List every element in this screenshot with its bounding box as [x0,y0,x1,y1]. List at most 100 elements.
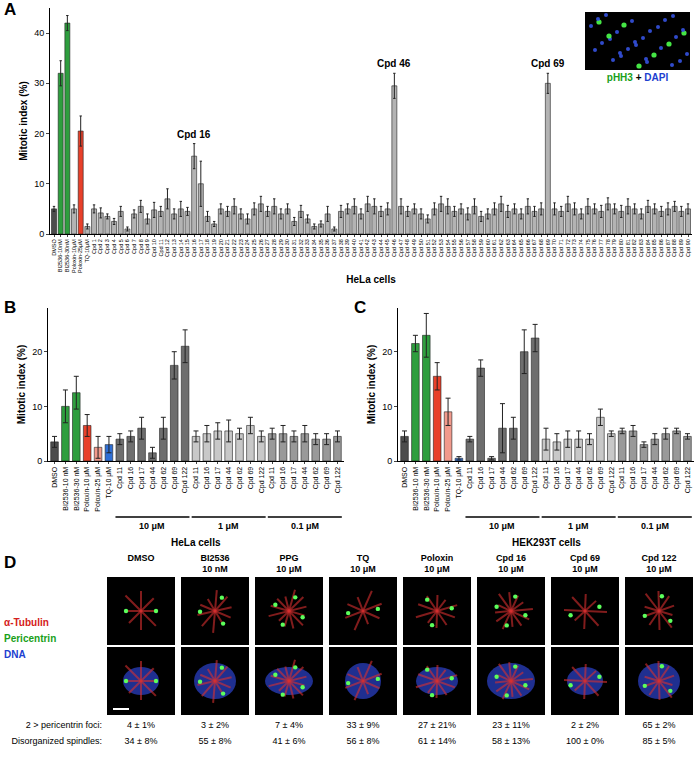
svg-text:BI2536-10 nM: BI2536-10 nM [412,467,419,511]
svg-text:Cpd 11: Cpd 11 [542,467,550,489]
svg-text:Cpd 16: Cpd 16 [629,467,637,490]
svg-text:Cpd 23: Cpd 23 [238,239,244,257]
svg-text:Cpd 50: Cpd 50 [418,239,424,257]
svg-text:Cpd 35: Cpd 35 [318,239,324,257]
svg-text:Cpd 17: Cpd 17 [564,467,572,490]
svg-text:Cpd 89: Cpd 89 [678,239,684,257]
svg-text:Cpd 11: Cpd 11 [618,467,626,489]
svg-text:Cpd 16: Cpd 16 [203,467,211,490]
svg-text:Cpd 66: Cpd 66 [525,239,531,257]
svg-text:Cpd 64: Cpd 64 [511,239,517,257]
svg-text:DMSO: DMSO [51,238,57,255]
svg-text:Mitotic index (%): Mitotic index (%) [16,345,27,424]
svg-text:Cpd 13: Cpd 13 [171,239,177,257]
svg-text:Cpd 24: Cpd 24 [244,239,250,257]
svg-text:Cpd 49: Cpd 49 [411,239,417,257]
svg-text:Cpd 46: Cpd 46 [377,58,411,69]
svg-text:Cpd 21: Cpd 21 [224,239,230,257]
svg-text:Cpd 122: Cpd 122 [258,467,266,494]
svg-text:Cpd 87: Cpd 87 [665,239,671,257]
svg-text:Cpd 69: Cpd 69 [323,467,331,490]
svg-text:Cpd 62: Cpd 62 [510,467,518,490]
svg-text:Cpd 62: Cpd 62 [498,239,504,257]
svg-text:Cpd 122: Cpd 122 [608,467,616,494]
svg-text:Cpd 69: Cpd 69 [531,58,565,69]
svg-text:Cpd 17: Cpd 17 [640,467,648,490]
svg-text:Cpd 17: Cpd 17 [488,467,496,490]
svg-text:Cpd 81: Cpd 81 [625,239,631,257]
svg-text:Cpd 44: Cpd 44 [378,239,384,257]
svg-text:Cpd 16: Cpd 16 [279,467,287,490]
svg-text:Cpd 25: Cpd 25 [251,239,257,257]
svg-text:Cpd 69: Cpd 69 [247,467,255,490]
svg-text:Cpd 15: Cpd 15 [184,239,190,257]
svg-text:Cpd 17: Cpd 17 [214,467,222,490]
svg-text:10: 10 [34,179,44,189]
svg-text:Cpd 55: Cpd 55 [451,239,457,257]
svg-text:Cpd 65: Cpd 65 [518,239,524,257]
svg-text:Cpd 57: Cpd 57 [465,239,471,257]
svg-text:20: 20 [382,347,392,357]
svg-text:Cpd 27: Cpd 27 [264,239,270,257]
svg-text:0: 0 [39,229,44,239]
svg-text:Cpd 16: Cpd 16 [127,467,135,490]
svg-text:Cpd 47: Cpd 47 [398,239,404,257]
svg-text:TQ-10 μM: TQ-10 μM [455,467,463,499]
svg-text:Cpd 28: Cpd 28 [271,239,277,257]
svg-text:Cpd 32: Cpd 32 [298,239,304,257]
svg-text:Cpd 74: Cpd 74 [578,239,584,257]
svg-text:Poloxin-10 μM: Poloxin-10 μM [433,467,441,512]
svg-text:Cpd 52: Cpd 52 [431,239,437,257]
svg-text:10 μM: 10 μM [489,521,515,531]
svg-text:Cpd 70: Cpd 70 [551,239,557,257]
svg-text:HEK293T cells: HEK293T cells [512,537,581,548]
svg-text:Cpd 63: Cpd 63 [505,239,511,257]
svg-text:Cpd 84: Cpd 84 [645,239,651,257]
svg-text:30: 30 [34,78,44,88]
svg-text:Cpd 10: Cpd 10 [151,239,157,257]
svg-text:Cpd 51: Cpd 51 [425,239,431,257]
svg-text:0: 0 [37,456,42,466]
svg-text:Cpd 17: Cpd 17 [138,467,146,490]
svg-text:Cpd 59: Cpd 59 [478,239,484,257]
svg-text:Cpd 42: Cpd 42 [364,239,370,257]
svg-text:Mitotic index (%): Mitotic index (%) [18,81,29,160]
svg-text:Cpd 62: Cpd 62 [160,467,168,490]
svg-text:1 μM: 1 μM [218,521,239,531]
svg-text:TQ-10 μM: TQ-10 μM [105,467,113,499]
svg-text:Cpd 86: Cpd 86 [658,239,664,257]
svg-text:Cpd 30: Cpd 30 [284,239,290,257]
svg-text:Cpd 69: Cpd 69 [597,467,605,490]
svg-text:Cpd 2: Cpd 2 [98,239,104,254]
svg-text:0: 0 [387,456,392,466]
svg-text:Cpd 37: Cpd 37 [331,239,337,257]
svg-text:Cpd 83: Cpd 83 [638,239,644,257]
svg-text:Cpd 29: Cpd 29 [278,239,284,257]
svg-text:Cpd 38: Cpd 38 [338,239,344,257]
svg-text:Cpd 78: Cpd 78 [605,239,611,257]
svg-text:Cpd 33: Cpd 33 [304,239,310,257]
svg-text:Cpd 54: Cpd 54 [445,239,451,257]
svg-text:Cpd 11: Cpd 11 [466,467,474,489]
svg-text:Cpd 41: Cpd 41 [358,239,364,257]
svg-text:Cpd 69: Cpd 69 [521,467,529,490]
svg-text:BI2536-10 nM: BI2536-10 nM [62,467,69,511]
svg-text:Cpd 60: Cpd 60 [485,239,491,257]
svg-text:Cpd 11: Cpd 11 [192,467,200,489]
svg-text:Cpd 79: Cpd 79 [611,239,617,257]
svg-text:Cpd 7: Cpd 7 [131,239,137,254]
svg-text:HeLa cells: HeLa cells [346,274,396,285]
svg-text:Cpd 40: Cpd 40 [351,239,357,257]
svg-text:0.1 μM: 0.1 μM [291,521,319,531]
svg-text:Poloxin-25 μM: Poloxin-25 μM [444,467,452,512]
svg-text:Cpd 43: Cpd 43 [371,239,377,257]
svg-text:20: 20 [32,347,42,357]
svg-text:Cpd 69: Cpd 69 [673,467,681,490]
svg-text:Cpd 18: Cpd 18 [204,239,210,257]
svg-text:Poloxin-10μM: Poloxin-10μM [71,239,77,273]
svg-text:Cpd 67: Cpd 67 [531,239,537,257]
svg-text:Cpd 17: Cpd 17 [198,239,204,257]
svg-text:Cpd 56: Cpd 56 [458,239,464,257]
svg-text:Cpd 11: Cpd 11 [268,467,276,489]
svg-text:Cpd 4: Cpd 4 [111,239,117,254]
